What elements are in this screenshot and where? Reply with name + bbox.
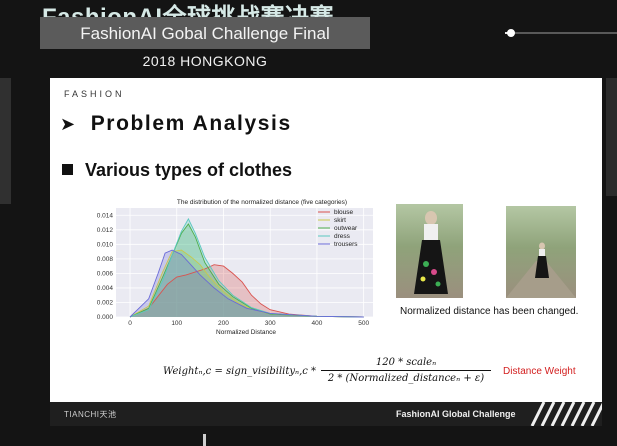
y-tick-label: 0.000 <box>97 314 114 321</box>
series-area-skirt <box>130 250 364 317</box>
background-video-strip-left <box>0 78 11 204</box>
y-tick-label: 0.006 <box>97 271 114 278</box>
y-tick-label: 0.002 <box>97 300 114 307</box>
series-line-trousers <box>129 249 364 318</box>
formula-numerator: 120 * scaleₙ <box>375 357 437 368</box>
x-tick-label: 200 <box>218 320 229 327</box>
video-progress-knob[interactable] <box>506 29 515 37</box>
series-area-trousers <box>130 250 364 317</box>
legend-label-dress: dress <box>334 233 351 240</box>
arrow-bullet-icon: ➤ <box>60 114 77 134</box>
chart-series-areas <box>130 218 364 317</box>
formula-fraction: 120 * scaleₙ 2 * (Normalized_distanceₙ +… <box>321 357 491 384</box>
y-tick-label: 0.004 <box>97 285 114 292</box>
model-photo-far <box>506 206 576 298</box>
series-area-dress <box>130 218 364 317</box>
slide-heading-text: Problem Analysis <box>90 112 292 135</box>
footer-title: FashionAI Global Challenge <box>396 409 516 419</box>
x-tick-label: 100 <box>171 320 182 327</box>
footer-stripes-decoration <box>530 402 602 426</box>
chart-ticks: 0 100 200 300 400 500 0.000 0.002 0.004 0.006 0.00… <box>97 212 370 327</box>
y-tick-label: 0.012 <box>97 227 114 234</box>
slide-subheading-text: Various types of clothes <box>85 160 293 180</box>
series-area-outwear <box>130 224 364 317</box>
y-tick-label: 0.008 <box>97 256 114 263</box>
event-subtitle: FashionAI Gobal Challenge Final <box>80 24 330 43</box>
legend-label-skirt: skirt <box>334 217 346 224</box>
event-subtitle-banner: FashionAI Gobal Challenge Final <box>40 17 370 49</box>
background-video-strip-right <box>606 78 617 196</box>
formula-lhs: Weightₙ,c = sign_visibilityₙ,c * <box>163 366 317 377</box>
presentation-slide: FASHION ➤ Problem Analysis Various types … <box>50 78 602 426</box>
formula-denominator: 2 * (Normalized_distanceₙ + ε) <box>327 373 485 384</box>
slide-brand: FASHION <box>64 89 125 99</box>
model-photo-near <box>396 204 463 298</box>
slide-heading: ➤ Problem Analysis <box>60 112 292 136</box>
chart-title: The distribution of the normalized dista… <box>177 199 347 206</box>
x-tick-label: 300 <box>265 320 276 327</box>
legend-label-blouse: blouse <box>334 209 354 216</box>
chart-plot-area <box>116 208 373 317</box>
x-tick-label: 0 <box>128 320 132 327</box>
x-tick-label: 500 <box>358 320 369 327</box>
legend-label-outwear: outwear <box>334 225 358 232</box>
series-line-blouse <box>129 264 364 318</box>
event-year-location: 2018 HONGKONG <box>142 53 268 69</box>
square-bullet-icon <box>62 164 73 175</box>
cursor-marker <box>203 434 206 446</box>
slide-subheading: Various types of clothes <box>62 160 292 181</box>
model-figure-near <box>414 211 448 294</box>
legend-label-trousers: trousers <box>334 241 358 248</box>
formula-label: Distance Weight <box>503 366 576 377</box>
chart-series-lines <box>129 217 364 318</box>
fraction-bar <box>321 370 491 371</box>
video-progress-bar[interactable] <box>505 29 617 37</box>
y-tick-label: 0.010 <box>97 242 114 249</box>
chart-x-axis-label: Normalized Distance <box>216 329 276 336</box>
slide-footer: TIANCHI天池 FashionAI Global Challenge <box>50 402 602 426</box>
y-tick-label: 0.014 <box>97 212 114 219</box>
tianchi-logo: TIANCHI天池 <box>64 410 117 419</box>
x-tick-label: 400 <box>311 320 322 327</box>
distance-distribution-chart: 0 100 200 300 400 500 0.000 0.002 0.004 0.006 0.00… <box>86 195 381 338</box>
series-area-blouse <box>130 264 364 317</box>
photo-caption: Normalized distance has been changed. <box>400 306 579 317</box>
model-figure-far <box>506 242 576 298</box>
